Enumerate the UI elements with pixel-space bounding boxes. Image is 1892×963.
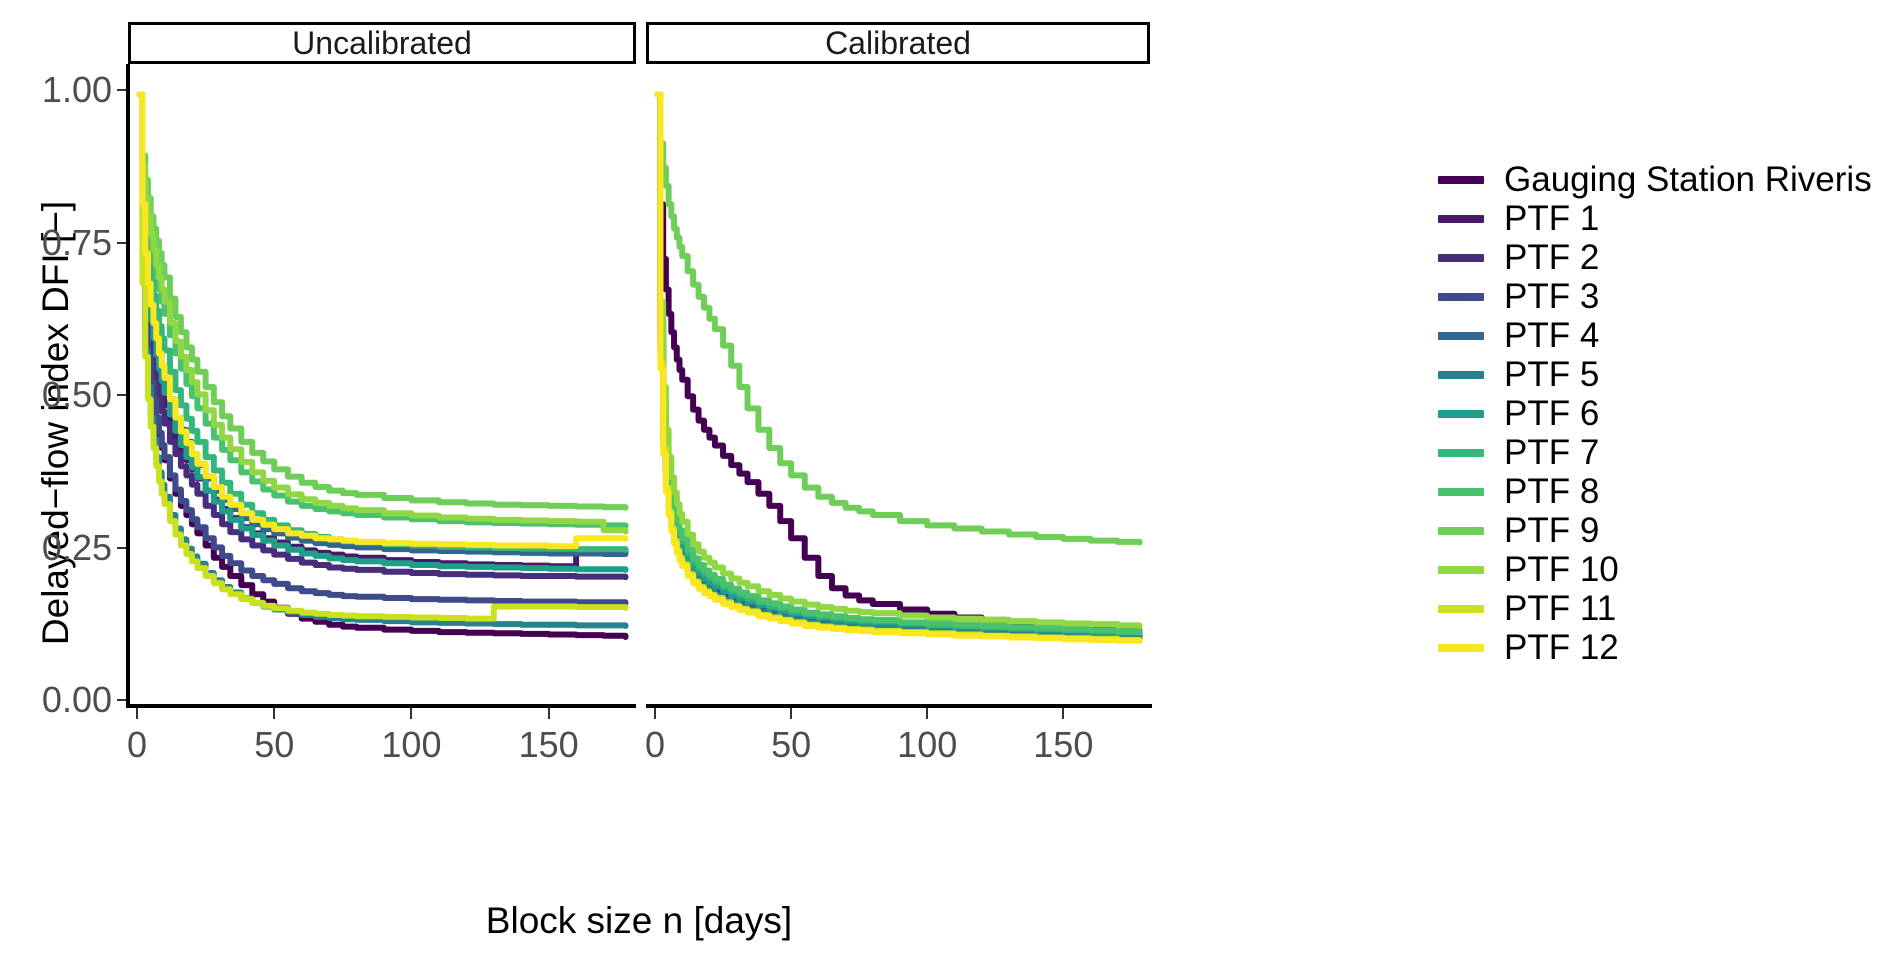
legend: Gauging Station Riveris PTF 1 PTF 2 PTF 3 PT…: [1438, 160, 1878, 667]
panel-calibrated: Calibrated: [646, 22, 1150, 704]
x-tick-mark: [790, 708, 793, 719]
y-tick-mark: [117, 241, 128, 244]
legend-item[interactable]: Gauging Station Riveris: [1438, 160, 1878, 199]
x-axis-title: Block size n [days]: [485, 900, 793, 941]
legend-item[interactable]: PTF 1: [1438, 199, 1878, 238]
legend-item[interactable]: PTF 5: [1438, 355, 1878, 394]
legend-label: PTF 2: [1504, 238, 1600, 277]
legend-swatch-icon: [1438, 175, 1484, 184]
plot-area-calibrated: [646, 64, 1150, 704]
legend-swatch-icon: [1438, 214, 1484, 223]
panel-strip-uncalibrated: Uncalibrated: [128, 22, 636, 64]
x-tick-mark: [136, 708, 138, 719]
legend-swatch-icon: [1438, 448, 1484, 457]
legend-label: PTF 8: [1504, 472, 1600, 511]
x-tick-mark: [273, 708, 276, 719]
legend-swatch-icon: [1438, 370, 1484, 379]
x-tick-label: 0: [644, 724, 666, 765]
y-tick-label: 0.75: [41, 221, 112, 263]
x-axis-line-calibrated: [646, 704, 1152, 708]
legend-item[interactable]: PTF 6: [1438, 394, 1878, 433]
x-tick-label: 100: [897, 724, 958, 765]
legend-label: PTF 12: [1504, 628, 1619, 667]
x-axis-line-uncalibrated: [126, 704, 636, 708]
panel-strip-label-uncalibrated: Uncalibrated: [292, 24, 472, 61]
series-line: [136, 91, 629, 581]
x-tick-label: 0: [126, 724, 148, 765]
legend-item[interactable]: PTF 3: [1438, 277, 1878, 316]
series-line: [654, 91, 1143, 546]
x-axis-ticks-uncalibrated: 0 50 100 150: [126, 708, 636, 768]
legend-swatch-icon: [1438, 409, 1484, 418]
series-group-calibrated: [654, 91, 1143, 645]
y-tick-label: 1.00: [41, 69, 112, 111]
series-line: [136, 91, 629, 511]
y-tick-mark: [117, 394, 128, 397]
panel-strip-label-calibrated: Calibrated: [825, 24, 971, 61]
y-axis-ticks: 1.00 0.75 0.50 0.25 0.00: [40, 60, 128, 720]
legend-swatch-icon: [1438, 253, 1484, 262]
x-tick-mark: [547, 708, 550, 719]
x-tick-mark: [410, 708, 413, 719]
legend-label: PTF 1: [1504, 199, 1600, 238]
panel-strip-calibrated: Calibrated: [646, 22, 1150, 64]
legend-swatch-icon: [1438, 526, 1484, 535]
legend-item[interactable]: PTF 12: [1438, 628, 1878, 667]
legend-item[interactable]: PTF 11: [1438, 589, 1878, 628]
legend-item[interactable]: PTF 8: [1438, 472, 1878, 511]
series-line: [654, 91, 1143, 629]
legend-label: PTF 5: [1504, 355, 1600, 394]
legend-item[interactable]: PTF 4: [1438, 316, 1878, 355]
legend-swatch-icon: [1438, 565, 1484, 574]
plot-area-uncalibrated: [128, 64, 636, 704]
series-group-uncalibrated: [136, 91, 629, 640]
x-axis-ticks-calibrated: 0 50 100 150: [644, 708, 1150, 768]
legend-item[interactable]: PTF 7: [1438, 433, 1878, 472]
legend-label: PTF 11: [1504, 589, 1617, 628]
legend-swatch-icon: [1438, 331, 1484, 340]
legend-swatch-icon: [1438, 604, 1484, 613]
legend-label: PTF 4: [1504, 316, 1600, 355]
x-tick-label: 150: [518, 724, 579, 765]
legend-label: PTF 7: [1504, 433, 1600, 472]
legend-swatch-icon: [1438, 643, 1484, 652]
y-tick-label: 0.50: [41, 374, 112, 416]
series-line: [136, 91, 629, 535]
x-tick-mark: [926, 708, 929, 719]
y-tick-mark: [117, 89, 128, 92]
series-line: [136, 91, 629, 606]
x-tick-label: 150: [1033, 724, 1094, 765]
legend-item[interactable]: PTF 9: [1438, 511, 1878, 550]
x-tick-label: 50: [254, 724, 295, 765]
x-tick-label: 50: [771, 724, 812, 765]
series-line: [654, 91, 1143, 645]
x-tick-mark: [654, 708, 656, 719]
x-tick-label: 100: [381, 724, 442, 765]
legend-label: PTF 10: [1504, 550, 1619, 589]
legend-label: PTF 6: [1504, 394, 1600, 433]
legend-label: PTF 3: [1504, 277, 1600, 316]
y-tick-mark: [117, 546, 128, 549]
y-tick-mark: [117, 699, 128, 701]
legend-swatch-icon: [1438, 487, 1484, 496]
legend-item[interactable]: PTF 2: [1438, 238, 1878, 277]
series-line: [136, 91, 629, 622]
x-tick-mark: [1062, 708, 1065, 719]
y-tick-label: 0.00: [41, 679, 112, 720]
legend-label: Gauging Station Riveris: [1504, 160, 1872, 199]
legend-item[interactable]: PTF 10: [1438, 550, 1878, 589]
y-axis-line: [126, 64, 130, 704]
panel-uncalibrated: Uncalibrated: [128, 22, 636, 704]
legend-swatch-icon: [1438, 292, 1484, 301]
legend-label: PTF 9: [1504, 511, 1600, 550]
series-line: [136, 91, 629, 550]
y-tick-label: 0.25: [41, 526, 112, 568]
